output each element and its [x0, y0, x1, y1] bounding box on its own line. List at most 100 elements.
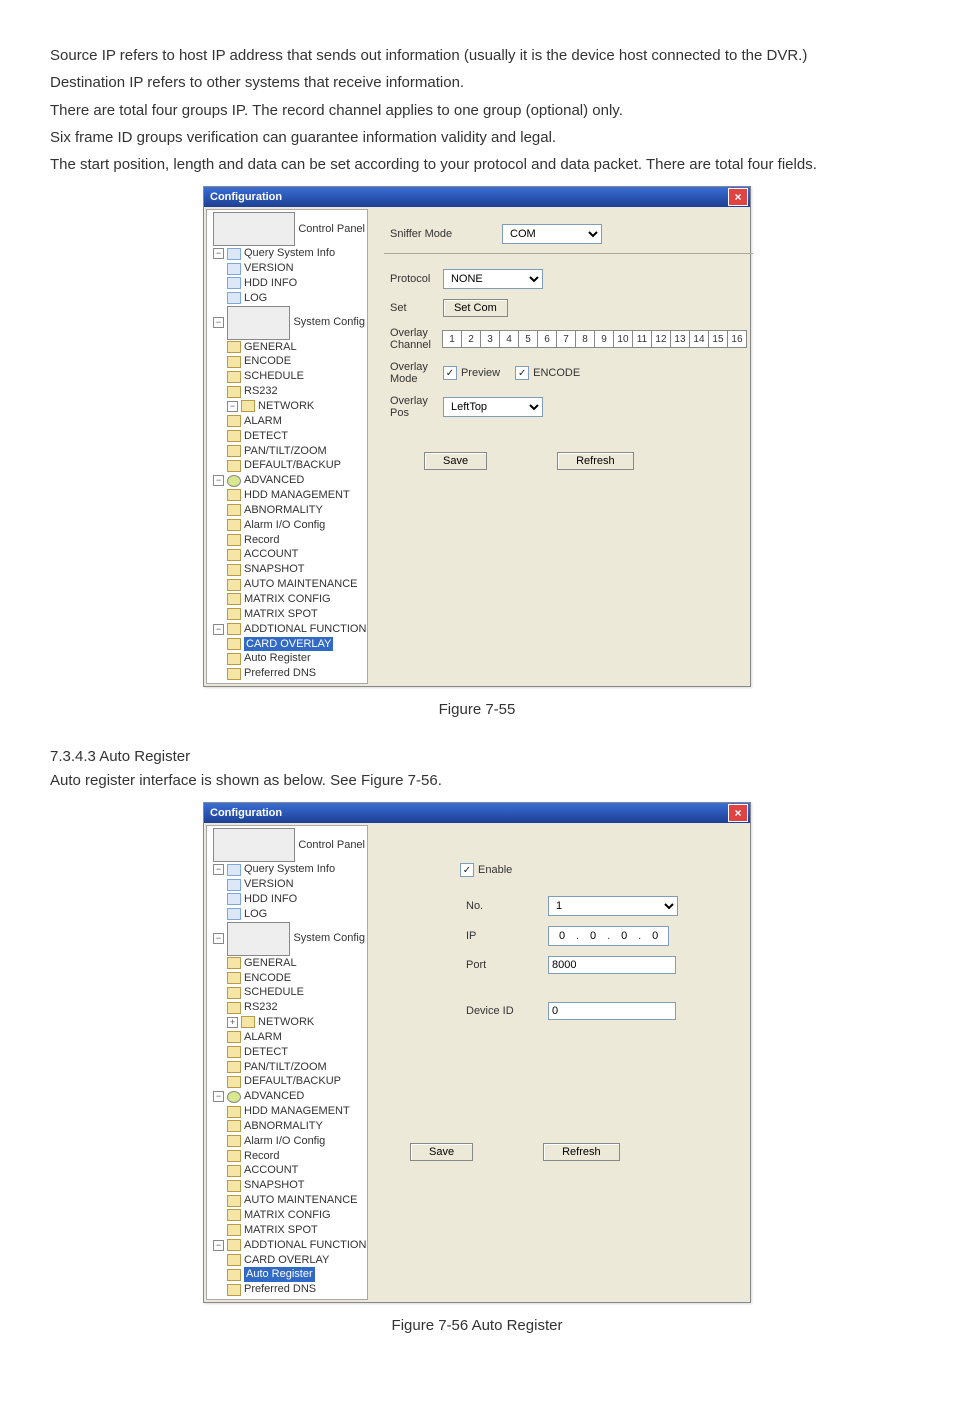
tree-item[interactable]: Record — [244, 1149, 279, 1164]
tree-item[interactable]: RS232 — [244, 1000, 278, 1015]
tree-root[interactable]: Control Panel — [298, 222, 365, 237]
tree-item[interactable]: RS232 — [244, 384, 278, 399]
tree-item[interactable]: ABNORMALITY — [244, 503, 323, 518]
tree-item[interactable]: HDD INFO — [244, 892, 297, 907]
tree-item[interactable]: DEFAULT/BACKUP — [244, 458, 341, 473]
tree-group[interactable]: ADDTIONAL FUNCTION — [244, 622, 366, 637]
channel-cell[interactable]: 6 — [537, 330, 557, 348]
tree-item[interactable]: ALARM — [244, 414, 282, 429]
channel-cell[interactable]: 16 — [727, 330, 747, 348]
collapse-icon[interactable]: − — [213, 1091, 224, 1102]
tree-item[interactable]: ENCODE — [244, 971, 291, 986]
tree-group[interactable]: Query System Info — [244, 862, 335, 877]
tree-item[interactable]: ACCOUNT — [244, 547, 298, 562]
tree-item[interactable]: HDD MANAGEMENT — [244, 1104, 350, 1119]
enable-checkbox[interactable]: ✓Enable — [460, 863, 512, 877]
tree-item[interactable]: Auto Register — [244, 651, 311, 666]
tree-item[interactable]: MATRIX SPOT — [244, 1223, 318, 1238]
overlay-pos-select[interactable]: LeftTop — [443, 397, 543, 417]
tree-item[interactable]: MATRIX CONFIG — [244, 1208, 331, 1223]
tree-item[interactable]: HDD MANAGEMENT — [244, 488, 350, 503]
tree-item[interactable]: CARD OVERLAY — [244, 1253, 329, 1268]
titlebar[interactable]: Configuration × — [204, 187, 750, 207]
channel-cell[interactable]: 10 — [613, 330, 633, 348]
tree-item[interactable]: GENERAL — [244, 956, 297, 971]
expand-icon[interactable]: + — [227, 1017, 238, 1028]
channel-cell[interactable]: 3 — [480, 330, 500, 348]
tree-item[interactable]: LOG — [244, 291, 267, 306]
tree-item-selected[interactable]: CARD OVERLAY — [244, 637, 333, 652]
channel-cell[interactable]: 2 — [461, 330, 481, 348]
tree-item[interactable]: SNAPSHOT — [244, 1178, 305, 1193]
ip-octet-2[interactable] — [580, 928, 606, 944]
tree-group[interactable]: ADDTIONAL FUNCTION — [244, 1238, 366, 1253]
collapse-icon[interactable]: − — [213, 248, 224, 259]
tree-item[interactable]: HDD INFO — [244, 276, 297, 291]
tree-item-selected[interactable]: Auto Register — [244, 1267, 315, 1282]
tree-item[interactable]: PAN/TILT/ZOOM — [244, 1060, 327, 1075]
collapse-icon[interactable]: − — [213, 317, 224, 328]
tree-group[interactable]: System Config — [293, 931, 365, 946]
tree-group[interactable]: ADVANCED — [244, 473, 304, 488]
tree-view[interactable]: Control Panel − Query System Info VERSION… — [206, 825, 368, 1300]
sniffer-mode-select[interactable]: COM — [502, 224, 602, 244]
close-icon[interactable]: × — [728, 188, 748, 206]
tree-item[interactable]: VERSION — [244, 877, 294, 892]
channel-cell[interactable]: 5 — [518, 330, 538, 348]
channel-cell[interactable]: 15 — [708, 330, 728, 348]
collapse-icon[interactable]: − — [213, 933, 224, 944]
tree-item[interactable]: Alarm I/O Config — [244, 1134, 325, 1149]
tree-item[interactable]: DEFAULT/BACKUP — [244, 1074, 341, 1089]
tree-group[interactable]: System Config — [293, 315, 365, 330]
ip-octet-4[interactable] — [642, 928, 668, 944]
channel-cell[interactable]: 13 — [670, 330, 690, 348]
preview-checkbox[interactable]: ✓Preview — [443, 366, 500, 380]
tree-item[interactable]: NETWORK — [258, 1015, 314, 1030]
tree-group[interactable]: ADVANCED — [244, 1089, 304, 1104]
no-select[interactable]: 1 — [548, 896, 678, 916]
device-id-field[interactable] — [548, 1002, 676, 1020]
tree-group[interactable]: Query System Info — [244, 246, 335, 261]
channel-cell[interactable]: 11 — [632, 330, 652, 348]
tree-item[interactable]: SNAPSHOT — [244, 562, 305, 577]
tree-item[interactable]: Alarm I/O Config — [244, 518, 325, 533]
channel-cell[interactable]: 1 — [442, 330, 462, 348]
channel-cell[interactable]: 4 — [499, 330, 519, 348]
tree-item[interactable]: Preferred DNS — [244, 1282, 316, 1297]
channel-cell[interactable]: 14 — [689, 330, 709, 348]
collapse-icon[interactable]: − — [213, 864, 224, 875]
ip-field[interactable]: . . . — [548, 926, 669, 946]
ip-octet-3[interactable] — [611, 928, 637, 944]
tree-item[interactable]: ALARM — [244, 1030, 282, 1045]
tree-item[interactable]: AUTO MAINTENANCE — [244, 577, 357, 592]
tree-item[interactable]: GENERAL — [244, 340, 297, 355]
tree-item[interactable]: SCHEDULE — [244, 369, 304, 384]
tree-item[interactable]: VERSION — [244, 261, 294, 276]
tree-item[interactable]: LOG — [244, 907, 267, 922]
channel-cell[interactable]: 9 — [594, 330, 614, 348]
tree-item[interactable]: DETECT — [244, 429, 288, 444]
tree-item[interactable]: ABNORMALITY — [244, 1119, 323, 1134]
collapse-icon[interactable]: − — [213, 1240, 224, 1251]
tree-root[interactable]: Control Panel — [298, 838, 365, 853]
collapse-icon[interactable]: − — [213, 624, 224, 635]
ip-octet-1[interactable] — [549, 928, 575, 944]
channel-cell[interactable]: 12 — [651, 330, 671, 348]
set-com-button[interactable]: Set Com — [443, 299, 508, 317]
protocol-select[interactable]: NONE — [443, 269, 543, 289]
tree-item[interactable]: MATRIX SPOT — [244, 607, 318, 622]
titlebar[interactable]: Configuration × — [204, 803, 750, 823]
tree-item[interactable]: Record — [244, 533, 279, 548]
tree-item[interactable]: NETWORK — [258, 399, 314, 414]
tree-item[interactable]: MATRIX CONFIG — [244, 592, 331, 607]
collapse-icon[interactable]: − — [227, 401, 238, 412]
refresh-button[interactable]: Refresh — [557, 452, 634, 470]
refresh-button[interactable]: Refresh — [543, 1143, 620, 1161]
tree-item[interactable]: ENCODE — [244, 354, 291, 369]
tree-view[interactable]: Control Panel − Query System Info VERSION… — [206, 209, 368, 684]
port-field[interactable] — [548, 956, 676, 974]
tree-item[interactable]: DETECT — [244, 1045, 288, 1060]
overlay-channel-grid[interactable]: 1 2 3 4 5 6 7 8 9 10 11 12 13 — [443, 330, 747, 348]
tree-item[interactable]: Preferred DNS — [244, 666, 316, 681]
save-button[interactable]: Save — [410, 1143, 473, 1161]
